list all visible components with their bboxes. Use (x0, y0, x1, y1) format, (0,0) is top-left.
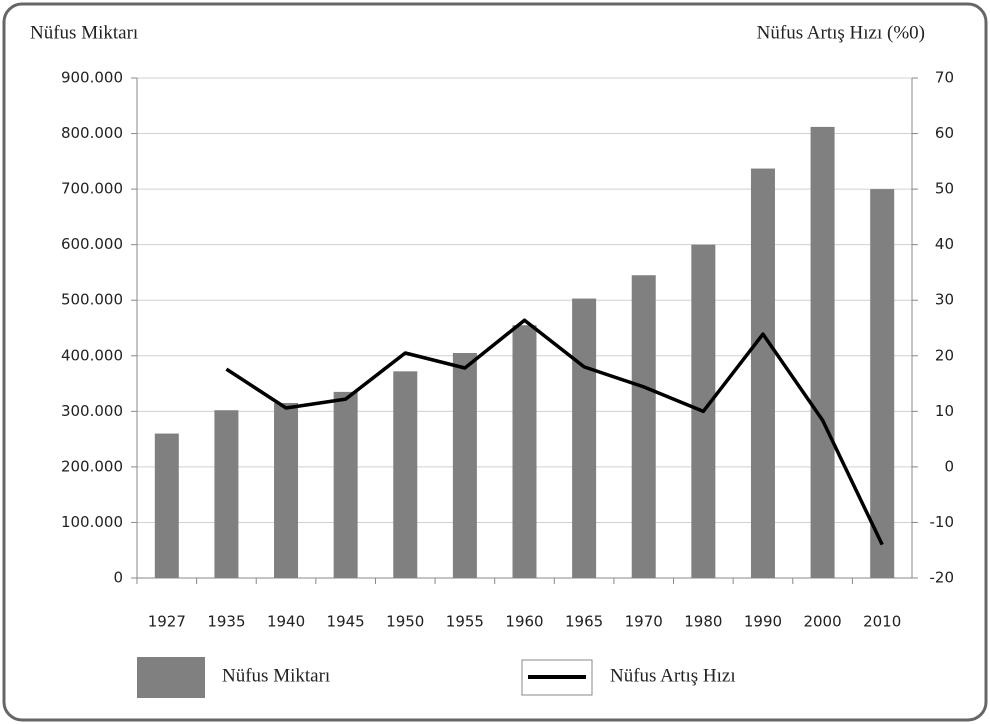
y2-tick-label: 30 (935, 291, 954, 309)
x-tick-label: 1940 (267, 613, 305, 631)
x-tick-label: 1935 (207, 613, 245, 631)
bar (214, 410, 239, 578)
bar (512, 325, 537, 578)
y2-tick-label: 0 (944, 457, 954, 475)
bar (572, 298, 597, 578)
y2-tick-label: 40 (935, 235, 954, 253)
legend-label: Nüfus Artış Hızı (610, 665, 736, 686)
y-tick-label: 900.000 (61, 69, 123, 87)
x-tick-label: 1980 (684, 613, 722, 631)
y2-tick-label: 70 (935, 69, 954, 87)
x-tick-label: 1960 (505, 613, 543, 631)
y-tick-label: 600.000 (61, 235, 123, 253)
x-tick-label: 1945 (327, 613, 365, 631)
y2-tick-label: 10 (935, 402, 954, 420)
y-tick-label: 200.000 (61, 457, 123, 475)
bar (750, 168, 775, 579)
bar (393, 371, 418, 578)
bar (870, 189, 895, 578)
y2-tick-label: 20 (935, 346, 954, 364)
y-axis-title: Nüfus Miktarı (30, 22, 138, 43)
legend-label: Nüfus Miktarı (222, 665, 330, 686)
bar (274, 403, 299, 578)
bar (452, 353, 477, 578)
legend-swatch (137, 657, 205, 698)
y2-tick-label: -10 (930, 513, 955, 531)
y-tick-label: 500.000 (61, 291, 123, 309)
y-tick-label: 700.000 (61, 180, 123, 198)
y-tick-label: 400.000 (61, 346, 123, 364)
y-tick-label: 0 (113, 569, 123, 587)
bar (810, 126, 835, 578)
bar (333, 391, 358, 578)
x-tick-label: 2010 (863, 613, 901, 631)
y2-tick-label: 60 (935, 124, 954, 142)
x-tick-label: 2000 (803, 613, 841, 631)
y-tick-label: 300.000 (61, 402, 123, 420)
y-tick-label: 100.000 (61, 513, 123, 531)
x-tick-label: 1990 (744, 613, 782, 631)
x-tick-label: 1950 (386, 613, 424, 631)
bar (154, 433, 179, 578)
y2-axis-title: Nüfus Artış Hızı (%0) (757, 22, 925, 43)
line (225, 318, 884, 546)
x-tick-label: 1955 (446, 613, 484, 631)
bar (631, 275, 656, 578)
x-tick-label: 1965 (565, 613, 603, 631)
y2-tick-label: -20 (930, 569, 955, 587)
x-tick-label: 1927 (148, 613, 186, 631)
y2-tick-label: 50 (935, 180, 954, 198)
x-tick-label: 1970 (625, 613, 663, 631)
y-tick-label: 800.000 (61, 124, 123, 142)
